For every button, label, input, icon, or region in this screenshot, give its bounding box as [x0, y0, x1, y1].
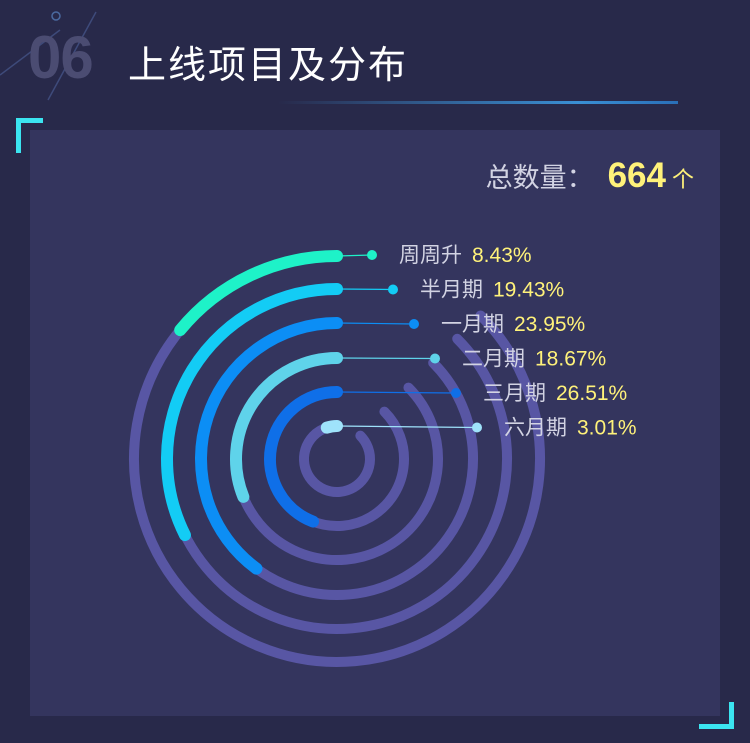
section-number: 06 — [28, 24, 94, 91]
ring-value-arc — [264, 386, 343, 528]
series-name: 周周升 — [399, 243, 462, 267]
leader-dot — [367, 250, 377, 260]
total-unit: 个 — [671, 168, 694, 193]
deco-circle — [51, 11, 61, 21]
title-underline — [278, 101, 678, 104]
chart-panel: 总数量： 664 个 周周升 8.43% 半月期 19.43% 一月期 23.95% 二月期 18… — [30, 130, 720, 716]
deco-line — [47, 11, 97, 101]
leader-line — [336, 391, 457, 394]
ring-value-arc — [230, 352, 343, 503]
series-label: 周周升 8.43% — [399, 243, 532, 267]
leader-line — [336, 357, 436, 360]
series-value: 8.43% — [472, 244, 532, 267]
leader-line — [336, 425, 478, 429]
header-decoration — [0, 11, 97, 101]
ring-value-arc — [161, 283, 343, 542]
series-label: 半月期 19.43% — [420, 278, 564, 302]
radial-bar-chart: 周周升 8.43% 半月期 19.43% 一月期 23.95% 二月期 18.67% 三月期 26… — [129, 243, 637, 667]
series-label: 二月期 18.67% — [462, 347, 606, 371]
series-label: 三月期 26.51% — [483, 381, 627, 405]
leader-dot — [430, 353, 440, 364]
series-name: 一月期 — [441, 312, 504, 336]
ring-value-arc — [320, 420, 343, 434]
leader-dot — [451, 388, 461, 398]
total-value: 664 — [607, 156, 666, 195]
series-name: 六月期 — [504, 416, 567, 440]
leader-line — [336, 288, 394, 291]
series-value: 26.51% — [556, 382, 627, 405]
corner-bracket-top-left — [16, 118, 43, 153]
total-label: 总数量： — [485, 163, 594, 194]
leader-dot — [388, 284, 398, 295]
ring-track — [299, 421, 375, 497]
series-value: 19.43% — [493, 279, 564, 302]
series-value: 3.01% — [577, 417, 637, 440]
leader-line — [336, 254, 373, 257]
series-name: 半月期 — [420, 278, 483, 302]
total-summary: 总数量： 664 个 — [486, 156, 694, 196]
section-title: 上线项目及分布 — [128, 43, 409, 87]
ring-value-arc — [195, 317, 343, 575]
series-value: 18.67% — [535, 348, 606, 371]
series-label: 一月期 23.95% — [441, 312, 585, 336]
series-label: 六月期 3.01% — [504, 416, 637, 440]
leader-dot — [409, 319, 419, 329]
leader-dot — [472, 422, 482, 433]
corner-bracket-bottom-right — [699, 702, 734, 729]
ring-value-arc — [174, 250, 343, 337]
deco-line — [0, 29, 61, 76]
series-value: 23.95% — [514, 313, 585, 336]
series-name: 二月期 — [462, 347, 525, 371]
leader-line — [336, 322, 415, 325]
series-name: 三月期 — [483, 381, 546, 405]
